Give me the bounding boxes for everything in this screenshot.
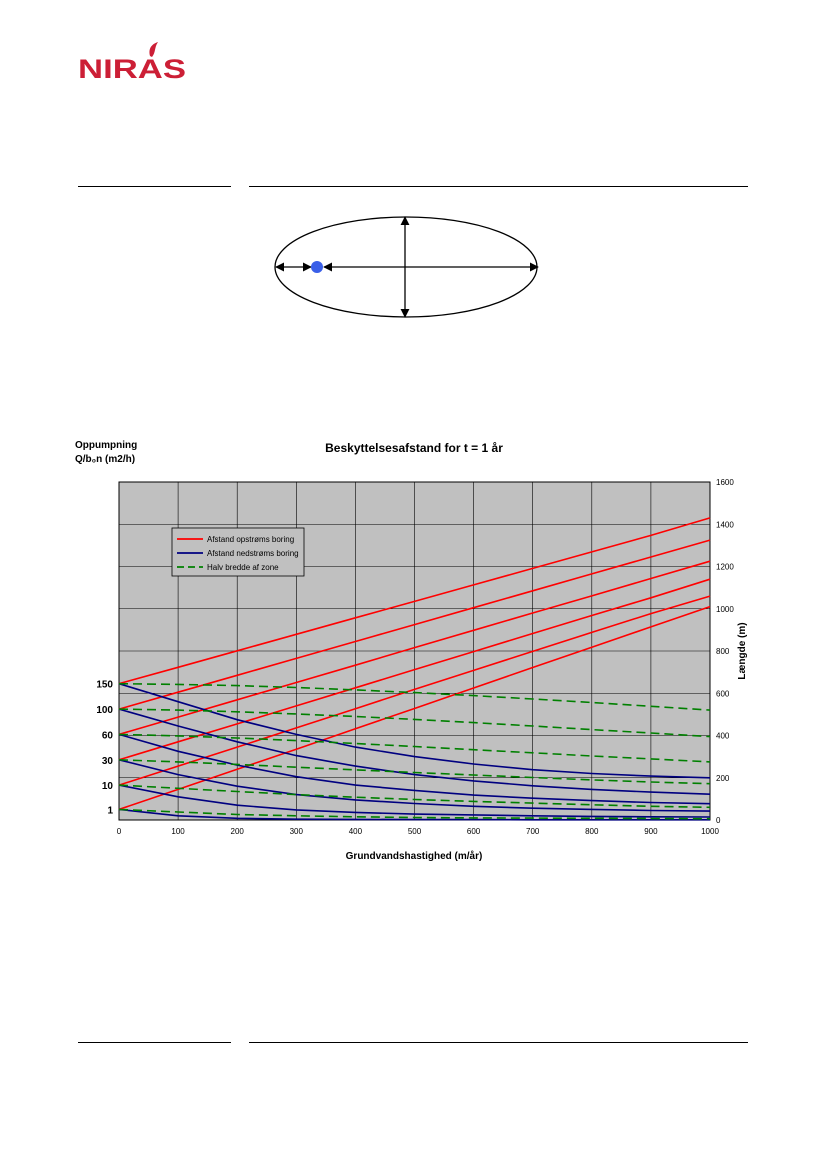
series-line-nedstroms-11	[118, 682, 711, 779]
y-tick-label: 1200	[716, 563, 734, 572]
x-tick-label: 1000	[701, 827, 719, 836]
series-line-opstroms-1	[118, 595, 711, 786]
series-line-halv_bredde-15	[118, 733, 711, 763]
series-line-opstroms-4	[118, 539, 711, 710]
left-axis-label-line2: Q/b₀n (m2/h)	[75, 454, 135, 465]
left-axis-label-line1: Oppumpning	[75, 440, 137, 451]
footer-rule-left	[78, 1042, 231, 1043]
series-line-halv_bredde-12	[118, 808, 711, 820]
logo-leaf-icon	[149, 42, 158, 57]
series-line-nedstroms-7	[118, 784, 711, 818]
protection-distance-chart: Beskyttelsesafstand for t = 1 år Oppumpn…	[75, 440, 748, 862]
y-tick-label: 0	[716, 816, 721, 825]
pumping-level-label: 60	[102, 730, 114, 741]
well-marker	[311, 261, 323, 273]
x-tick-label: 0	[117, 827, 122, 836]
legend-label: Afstand opstrøms boring	[207, 535, 294, 544]
x-tick-label: 500	[408, 827, 422, 836]
logo-text: NIRAS	[78, 54, 186, 82]
series-line-halv_bredde-16	[118, 708, 711, 738]
x-tick-label: 400	[349, 827, 363, 836]
niras-logo: NIRAS	[78, 42, 186, 82]
header-rule-left	[78, 186, 231, 187]
series-line-halv_bredde-17	[118, 682, 711, 711]
series-line-opstroms-0	[118, 605, 711, 811]
y-axis-label-right: Længde (m)	[737, 622, 748, 679]
y-tick-label: 400	[716, 732, 730, 741]
legend-box	[171, 527, 305, 577]
x-tick-label: 100	[171, 827, 185, 836]
pumping-level-label: 10	[102, 781, 114, 792]
pumping-level-label: 150	[96, 680, 113, 691]
legend-label: Afstand nedstrøms boring	[207, 549, 299, 558]
x-tick-label: 600	[467, 827, 481, 836]
series-line-halv_bredde-13	[118, 784, 711, 809]
pumping-level-label: 100	[96, 705, 113, 716]
x-tick-label: 200	[231, 827, 245, 836]
series-line-nedstroms-9	[118, 733, 711, 805]
x-tick-label: 900	[644, 827, 658, 836]
y-tick-label: 1400	[716, 520, 734, 529]
series-line-opstroms-3	[118, 560, 711, 736]
y-tick-label: 800	[716, 647, 730, 656]
footer-rule-right	[249, 1042, 748, 1043]
y-tick-label: 200	[716, 774, 730, 783]
chart-title: Beskyttelsesafstand for t = 1 år	[325, 441, 503, 455]
zone-ellipse-diagram	[274, 216, 539, 318]
series-line-nedstroms-8	[118, 759, 711, 812]
x-tick-label: 700	[526, 827, 540, 836]
x-tick-label: 800	[585, 827, 599, 836]
y-tick-label: 1000	[716, 605, 734, 614]
y-tick-label: 600	[716, 689, 730, 698]
series-line-halv_bredde-14	[118, 759, 711, 785]
x-axis-label: Grundvandshastighed (m/år)	[346, 850, 483, 862]
series-line-opstroms-2	[118, 578, 711, 761]
series-line-opstroms-5	[118, 517, 711, 685]
pumping-level-label: 30	[102, 756, 114, 767]
series-line-nedstroms-6	[118, 808, 710, 821]
legend-label: Halv bredde af zone	[207, 563, 279, 572]
header-rule-right	[249, 186, 748, 187]
pumping-level-label: 1	[107, 805, 113, 816]
x-tick-label: 300	[290, 827, 304, 836]
legend: Afstand opstrøms boring Afstand nedstrøms…	[171, 527, 305, 577]
y-tick-label: 1600	[716, 478, 734, 487]
